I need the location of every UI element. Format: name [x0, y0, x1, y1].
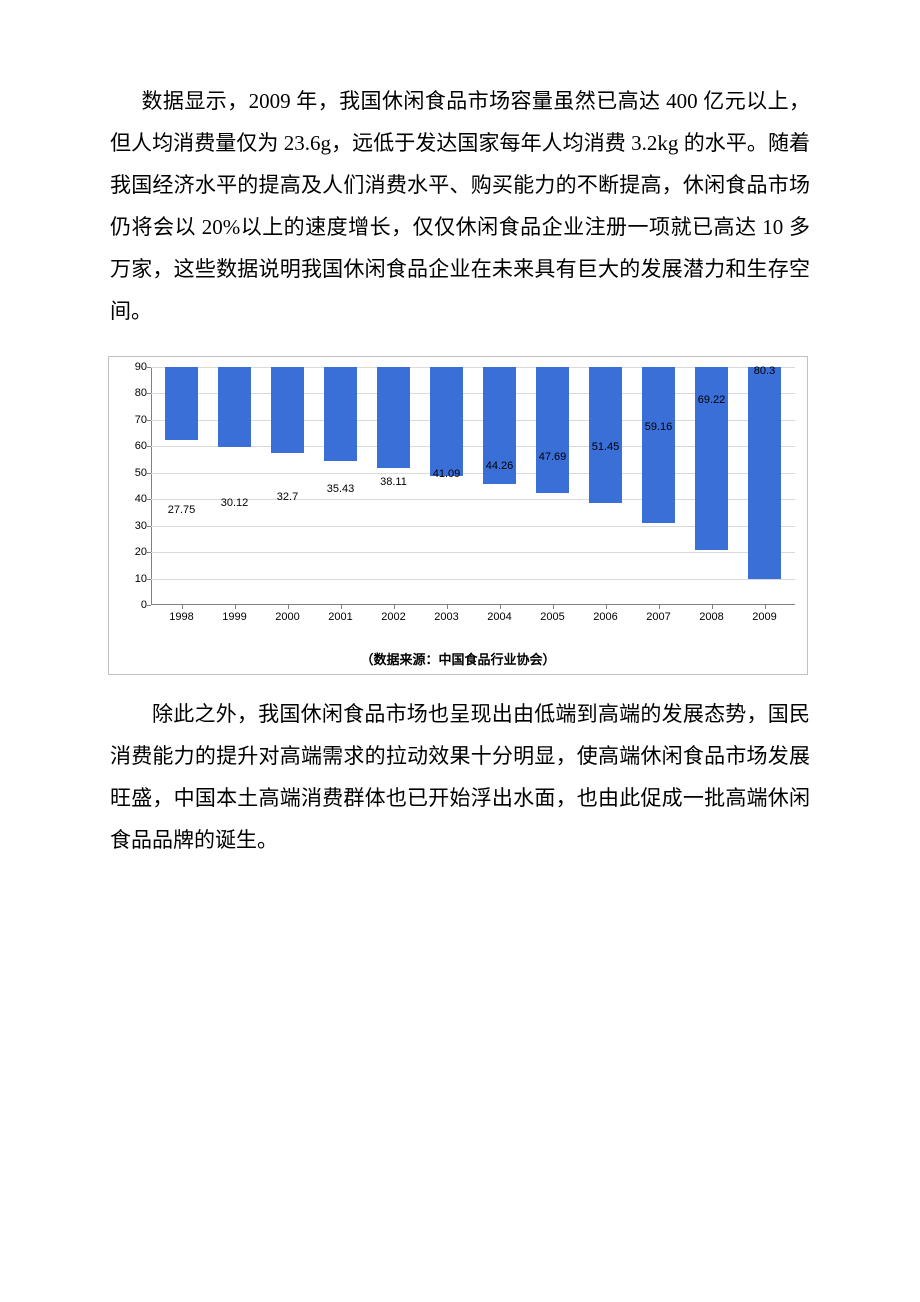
bar	[218, 367, 251, 447]
bar-slot: 32.72000	[261, 367, 314, 605]
body-paragraph-1: 数据显示，2009 年，我国休闲食品市场容量虽然已高达 400 亿元以上，但人均…	[110, 80, 810, 332]
chart-caption: （数据来源：中国食品行业协会）	[113, 643, 803, 672]
y-tick-label: 90	[121, 361, 147, 373]
bar-value-label: 59.16	[645, 421, 673, 435]
bar-slot: 59.162007	[632, 367, 685, 605]
bar-chart: 27.75199830.12199932.7200035.43200138.11…	[113, 363, 803, 643]
bar	[430, 367, 463, 476]
chart-container: 27.75199830.12199932.7200035.43200138.11…	[108, 356, 808, 675]
bar-slot: 38.112002	[367, 367, 420, 605]
bar-slot: 51.452006	[579, 367, 632, 605]
bar-value-label: 27.75	[168, 504, 196, 518]
bar-slot: 44.262004	[473, 367, 526, 605]
y-tick-label: 60	[121, 440, 147, 452]
chart-bars: 27.75199830.12199932.7200035.43200138.11…	[151, 367, 795, 605]
x-tick-mark	[341, 605, 342, 609]
x-tick-mark	[606, 605, 607, 609]
x-tick-mark	[182, 605, 183, 609]
y-tick-mark	[147, 420, 151, 421]
y-tick-mark	[147, 473, 151, 474]
y-tick-label: 40	[121, 493, 147, 505]
bar-slot: 69.222008	[685, 367, 738, 605]
bar	[324, 367, 357, 461]
bar	[642, 367, 675, 523]
bar-slot: 35.432001	[314, 367, 367, 605]
x-tick-mark	[447, 605, 448, 609]
x-tick-mark	[553, 605, 554, 609]
y-tick-mark	[147, 605, 151, 606]
x-tick-mark	[659, 605, 660, 609]
bar-value-label: 47.69	[539, 451, 567, 465]
bar-value-label: 30.12	[221, 497, 249, 511]
bar-value-label: 69.22	[698, 394, 726, 408]
y-tick-label: 20	[121, 546, 147, 558]
y-tick-mark	[147, 552, 151, 553]
bar-value-label: 41.09	[433, 468, 461, 482]
x-tick-mark	[235, 605, 236, 609]
bar	[748, 367, 781, 579]
y-tick-label: 70	[121, 414, 147, 426]
bar-value-label: 32.7	[277, 491, 298, 505]
bar-value-label: 80.3	[754, 365, 775, 379]
y-tick-label: 80	[121, 387, 147, 399]
y-tick-label: 0	[121, 599, 147, 611]
bar-slot: 30.121999	[208, 367, 261, 605]
y-tick-mark	[147, 499, 151, 500]
x-tick-mark	[394, 605, 395, 609]
y-tick-mark	[147, 367, 151, 368]
bar	[536, 367, 569, 493]
bar-value-label: 51.45	[592, 441, 620, 455]
bar	[377, 367, 410, 468]
x-tick-mark	[500, 605, 501, 609]
x-tick-mark	[712, 605, 713, 609]
y-tick-label: 10	[121, 573, 147, 585]
bar-slot: 80.32009	[738, 367, 791, 605]
bar-slot: 47.692005	[526, 367, 579, 605]
y-tick-label: 50	[121, 467, 147, 479]
y-tick-mark	[147, 446, 151, 447]
bar-slot: 41.092003	[420, 367, 473, 605]
bar	[589, 367, 622, 503]
y-tick-mark	[147, 526, 151, 527]
y-tick-label: 30	[121, 520, 147, 532]
body-paragraph-2: 除此之外，我国休闲食品市场也呈现出由低端到高端的发展态势，国民消费能力的提升对高…	[110, 693, 810, 861]
y-tick-mark	[147, 579, 151, 580]
bar-slot: 27.751998	[155, 367, 208, 605]
bar	[271, 367, 304, 453]
bar-value-label: 38.11	[380, 476, 407, 490]
x-tick-mark	[765, 605, 766, 609]
x-tick-mark	[288, 605, 289, 609]
chart-plot-area: 27.75199830.12199932.7200035.43200138.11…	[151, 367, 795, 605]
bar-value-label: 44.26	[486, 460, 514, 474]
y-tick-mark	[147, 393, 151, 394]
bar-value-label: 35.43	[327, 483, 355, 497]
bar	[165, 367, 198, 440]
